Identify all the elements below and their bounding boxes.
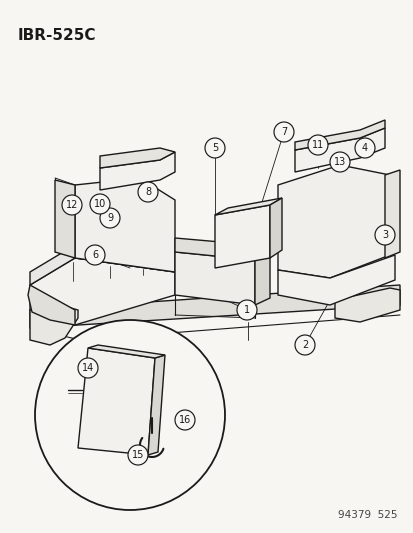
Circle shape <box>354 138 374 158</box>
Polygon shape <box>214 198 281 215</box>
Polygon shape <box>88 345 165 358</box>
Circle shape <box>62 195 82 215</box>
Text: 8: 8 <box>145 187 151 197</box>
Circle shape <box>85 245 105 265</box>
Polygon shape <box>214 205 269 268</box>
Circle shape <box>78 358 98 378</box>
Circle shape <box>307 135 327 155</box>
Text: 12: 12 <box>66 200 78 210</box>
Polygon shape <box>55 180 75 258</box>
Text: 15: 15 <box>131 450 144 460</box>
Polygon shape <box>75 178 175 272</box>
Circle shape <box>138 182 158 202</box>
Polygon shape <box>294 128 384 172</box>
Circle shape <box>90 194 110 214</box>
Text: 14: 14 <box>82 363 94 373</box>
Text: 94379  525: 94379 525 <box>338 510 397 520</box>
Text: 9: 9 <box>107 213 113 223</box>
Circle shape <box>273 122 293 142</box>
Circle shape <box>294 335 314 355</box>
Circle shape <box>35 320 224 510</box>
Text: 11: 11 <box>311 140 323 150</box>
Circle shape <box>100 208 120 228</box>
Text: 13: 13 <box>333 157 345 167</box>
Polygon shape <box>100 152 175 190</box>
Polygon shape <box>384 170 399 258</box>
Text: 4: 4 <box>361 143 367 153</box>
Polygon shape <box>100 148 175 168</box>
Circle shape <box>175 410 195 430</box>
Text: 1: 1 <box>243 305 249 315</box>
Text: 5: 5 <box>211 143 218 153</box>
Polygon shape <box>28 285 75 325</box>
Text: 10: 10 <box>94 199 106 209</box>
Text: 3: 3 <box>381 230 387 240</box>
Polygon shape <box>30 245 175 285</box>
Polygon shape <box>269 198 281 258</box>
Polygon shape <box>254 253 269 305</box>
Polygon shape <box>78 348 154 455</box>
Polygon shape <box>175 252 254 305</box>
Polygon shape <box>294 120 384 150</box>
Circle shape <box>236 300 256 320</box>
Polygon shape <box>147 355 165 455</box>
Polygon shape <box>277 255 394 305</box>
Text: 2: 2 <box>301 340 307 350</box>
Polygon shape <box>277 165 389 278</box>
Polygon shape <box>30 305 78 345</box>
Circle shape <box>137 453 142 459</box>
Circle shape <box>204 138 224 158</box>
Polygon shape <box>175 238 254 260</box>
Text: 6: 6 <box>92 250 98 260</box>
Circle shape <box>374 225 394 245</box>
Text: 7: 7 <box>280 127 287 137</box>
Polygon shape <box>30 258 175 325</box>
Text: 16: 16 <box>178 415 191 425</box>
Text: IBR-525C: IBR-525C <box>18 28 96 43</box>
Polygon shape <box>334 288 399 322</box>
Circle shape <box>329 152 349 172</box>
Circle shape <box>128 445 147 465</box>
Polygon shape <box>30 285 399 328</box>
